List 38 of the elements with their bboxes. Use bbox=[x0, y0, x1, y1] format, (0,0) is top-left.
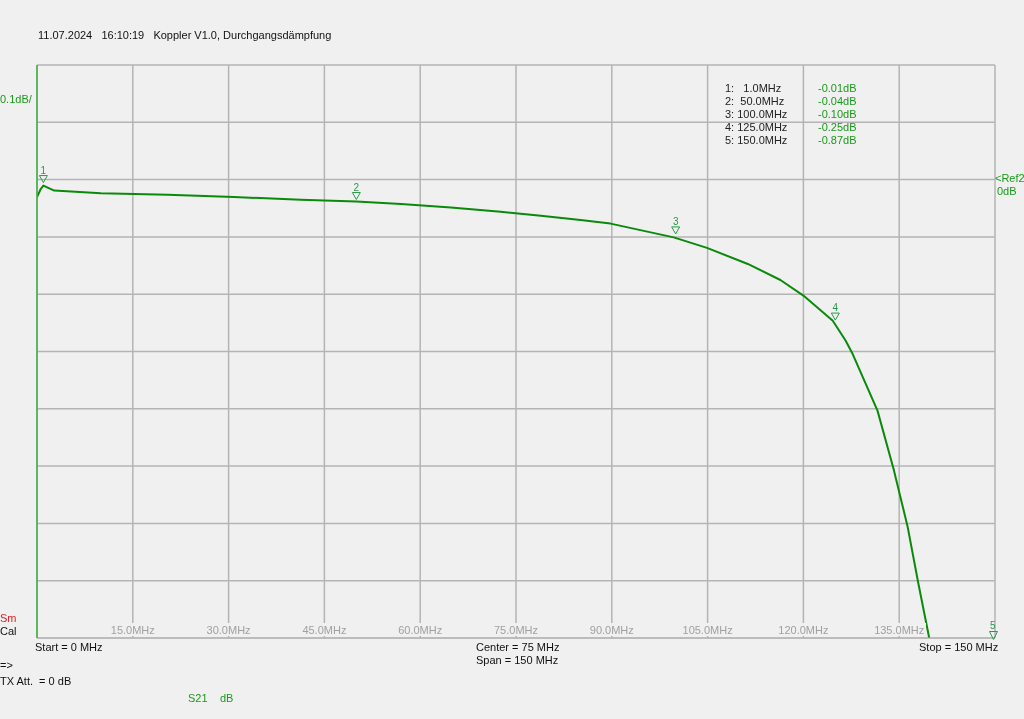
x-tick-label: 15.0MHz bbox=[110, 624, 155, 636]
annotation: 2 bbox=[353, 181, 360, 193]
text: Start = 0 MHz bbox=[35, 641, 103, 653]
text: 3: 100.0MHz bbox=[725, 108, 788, 120]
text: 0dB bbox=[997, 185, 1017, 197]
x-tick-label: 75.0MHz bbox=[493, 624, 539, 636]
text: 4: 125.0MHz bbox=[725, 121, 788, 133]
annotation: 5 bbox=[990, 620, 996, 631]
text: -0.87dB bbox=[818, 134, 857, 146]
text: -0.10dB bbox=[818, 108, 857, 120]
text: Center = 75 MHz bbox=[476, 641, 560, 653]
x-tick-label: 45.0MHz bbox=[302, 624, 347, 636]
x-tick-label: 60.0MHz bbox=[398, 624, 443, 636]
text: -0.04dB bbox=[818, 95, 857, 107]
text: => bbox=[0, 659, 13, 671]
text: -0.25dB bbox=[818, 121, 857, 133]
text: 1: 1.0MHz bbox=[725, 82, 782, 94]
text: S21 bbox=[188, 692, 208, 704]
text: Cal bbox=[0, 625, 17, 637]
text: dB bbox=[220, 692, 234, 704]
annotation: 4 bbox=[832, 302, 839, 314]
text: Stop = 150 MHz bbox=[919, 641, 999, 653]
text: TX Att. = 0 dB bbox=[0, 675, 72, 687]
x-tick-label: 90.0MHz bbox=[589, 624, 634, 636]
annotation: <Ref2 bbox=[995, 172, 1024, 184]
text: 5: 150.0MHz bbox=[725, 134, 788, 146]
text: 0.1dB/ bbox=[0, 93, 32, 105]
text: -0.01dB bbox=[818, 82, 857, 94]
text: Sm bbox=[0, 612, 17, 624]
annotation: 3 bbox=[672, 215, 679, 227]
chart-title: 11.07.2024 16:10:19 Koppler V1.0, Durchgangsdämpfung bbox=[38, 29, 332, 41]
x-tick-label: 135.0MHz bbox=[874, 624, 925, 636]
text: 2: 50.0MHz bbox=[725, 95, 785, 107]
x-tick-label: 30.0MHz bbox=[206, 624, 251, 636]
x-tick-label: 105.0MHz bbox=[682, 624, 733, 636]
text: Span = 150 MHz bbox=[476, 654, 559, 666]
annotation: 1 bbox=[40, 164, 47, 176]
x-tick-label: 120.0MHz bbox=[778, 624, 829, 636]
